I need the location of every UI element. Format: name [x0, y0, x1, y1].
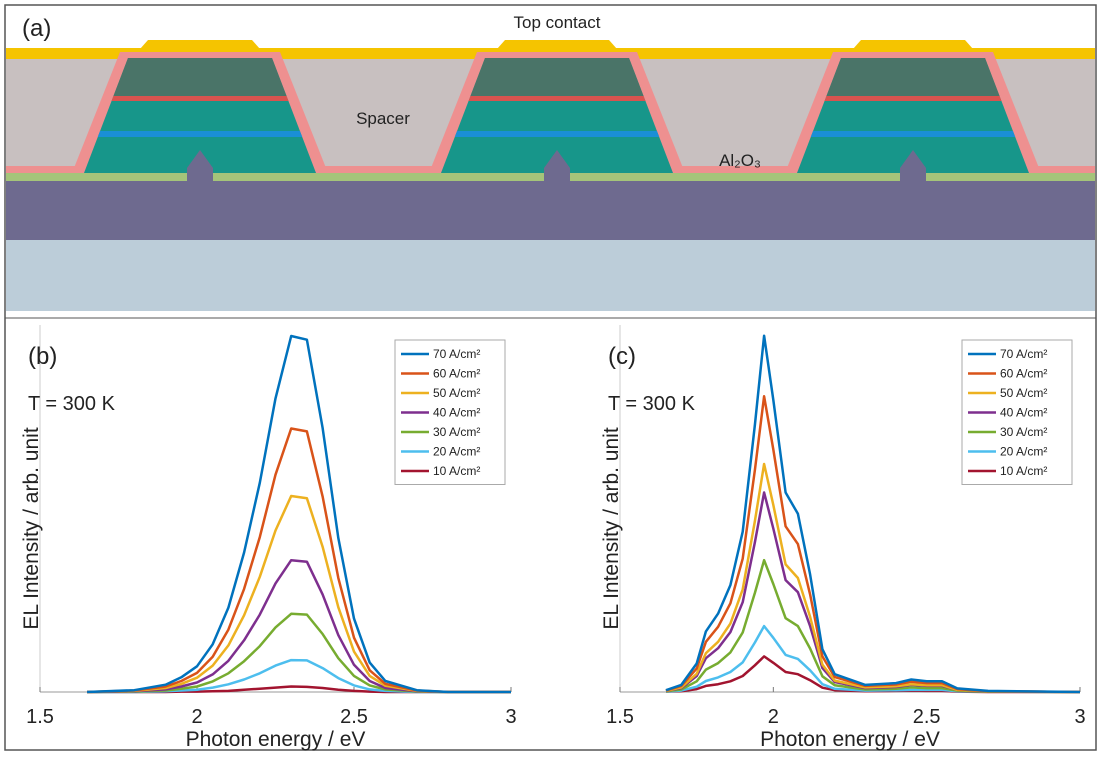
legend-label: 30 A/cm²	[433, 425, 480, 439]
x-axis-label: Photon energy / eV	[186, 728, 366, 751]
y-axis-label: EL Intensity / arb. unit	[20, 427, 43, 629]
spectrum-line	[665, 395, 1081, 694]
panel-label: (b)	[28, 343, 57, 370]
spectrum-line	[665, 558, 1081, 694]
legend-label: 50 A/cm²	[1000, 386, 1047, 400]
x-tick-label: 3	[505, 706, 516, 728]
temperature-annotation: T = 300 K	[28, 393, 116, 415]
x-axis-label: Photon energy / eV	[760, 728, 940, 751]
x-tick-label: 2	[768, 706, 779, 728]
panel-label: (a)	[22, 15, 51, 42]
contact-bump	[140, 40, 260, 49]
legend-label: 30 A/cm²	[1000, 425, 1047, 439]
spectrum-line	[87, 427, 511, 694]
legend-label: 60 A/cm²	[1000, 367, 1047, 381]
mesa-pillar	[900, 150, 926, 183]
x-tick-label: 1.5	[26, 706, 54, 728]
legend-label: 20 A/cm²	[433, 445, 480, 459]
legend-label: 40 A/cm²	[433, 406, 480, 420]
mesa-top-layer	[113, 58, 287, 96]
spectrum-line	[87, 334, 511, 694]
mesa-top-layer	[826, 58, 1000, 96]
mesa-pillar	[187, 150, 213, 183]
legend-label: 70 A/cm²	[433, 347, 480, 361]
spectrum-line	[87, 494, 511, 694]
top-contact-label: Top contact	[514, 13, 601, 32]
legend-label: 70 A/cm²	[1000, 347, 1047, 361]
x-tick-label: 3	[1074, 706, 1085, 728]
buffer-layer	[6, 181, 1095, 240]
mesa-red-layer	[824, 96, 1002, 101]
mesa-active-layer	[454, 131, 660, 137]
x-tick-label: 2	[191, 706, 202, 728]
contact-bump	[497, 40, 617, 49]
spectrum-line	[665, 462, 1081, 694]
legend-label: 40 A/cm²	[1000, 406, 1047, 420]
x-tick-label: 2.5	[340, 706, 368, 728]
spectrum-line	[665, 624, 1081, 694]
temperature-annotation: T = 300 K	[608, 393, 696, 415]
legend-label: 50 A/cm²	[433, 386, 480, 400]
mesa-red-layer	[111, 96, 289, 101]
mesa-active-layer	[810, 131, 1016, 137]
x-tick-label: 2.5	[913, 706, 941, 728]
device-diagram	[6, 40, 1095, 311]
mesa-pillar	[544, 150, 570, 183]
mesa-top-layer	[470, 58, 644, 96]
spectrum-line	[87, 658, 511, 694]
legend-label: 10 A/cm²	[1000, 464, 1047, 478]
mesa-red-layer	[468, 96, 646, 101]
spectrum-line	[665, 334, 1081, 694]
spectrum-line	[87, 612, 511, 694]
legend-label: 20 A/cm²	[1000, 445, 1047, 459]
spectrum-line	[87, 558, 511, 694]
legend-label: 60 A/cm²	[433, 367, 480, 381]
spacer-label: Spacer	[356, 109, 410, 128]
legend-box	[394, 339, 506, 485]
oxide-label: Al₂O₃	[719, 151, 761, 170]
mesa-active-layer	[97, 131, 303, 137]
panel-label: (c)	[608, 343, 636, 370]
contact-bump	[853, 40, 973, 49]
substrate	[6, 240, 1095, 311]
x-tick-label: 1.5	[606, 706, 634, 728]
legend-label: 10 A/cm²	[433, 464, 480, 478]
y-axis-label: EL Intensity / arb. unit	[600, 427, 623, 629]
